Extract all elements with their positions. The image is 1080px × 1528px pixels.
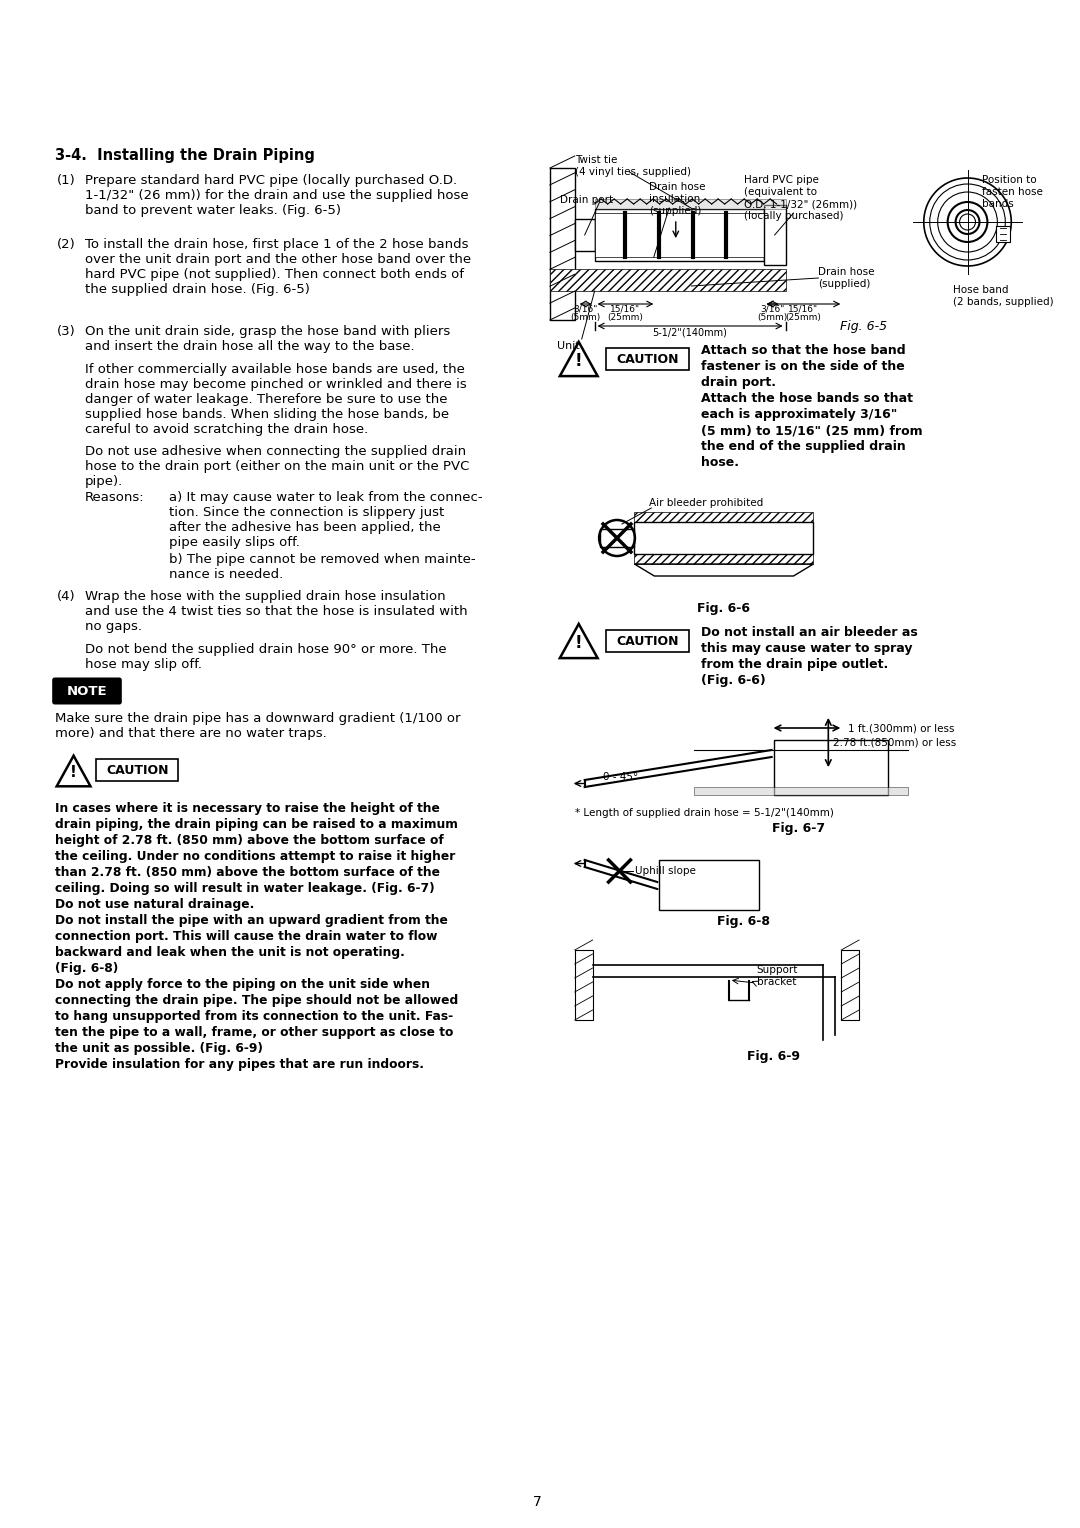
Text: Drain hose: Drain hose — [819, 267, 875, 277]
Text: Position to: Position to — [983, 176, 1037, 185]
Text: Attach so that the hose band
fastener is on the side of the
drain port.
Attach t: Attach so that the hose band fastener is… — [701, 344, 922, 469]
Text: bracket: bracket — [757, 976, 796, 987]
Text: bands: bands — [983, 199, 1014, 209]
Text: Prepare standard hard PVC pipe (locally purchased O.D.
1-1/32" (26 mm)) for the : Prepare standard hard PVC pipe (locally … — [84, 174, 468, 217]
Text: (2 bands, supplied): (2 bands, supplied) — [953, 296, 1053, 307]
Text: 15/16": 15/16" — [610, 304, 640, 313]
Text: 3-4.  Installing the Drain Piping: 3-4. Installing the Drain Piping — [55, 148, 314, 163]
Text: Fig. 6-7: Fig. 6-7 — [772, 822, 825, 834]
Text: O.D. 1-1/32" (26mm)): O.D. 1-1/32" (26mm)) — [744, 199, 856, 209]
Text: !: ! — [575, 351, 582, 370]
Text: Make sure the drain pipe has a downward gradient (1/100 or
more) and that there : Make sure the drain pipe has a downward … — [55, 712, 460, 740]
Text: !: ! — [575, 634, 582, 652]
Text: (equivalent to: (equivalent to — [744, 186, 816, 197]
Text: Do not bend the supplied drain hose 90° or more. The
hose may slip off.: Do not bend the supplied drain hose 90° … — [84, 643, 446, 671]
Bar — [606, 630, 689, 652]
Bar — [550, 168, 575, 319]
Text: Hard PVC pipe: Hard PVC pipe — [744, 176, 819, 185]
Text: 3/16": 3/16" — [573, 304, 598, 313]
Text: (2): (2) — [56, 238, 76, 251]
Text: 7: 7 — [532, 1494, 541, 1510]
Text: (5mm): (5mm) — [757, 313, 787, 322]
Text: (25mm): (25mm) — [608, 313, 644, 322]
Bar — [606, 348, 689, 370]
Text: 5-1/2"(140mm): 5-1/2"(140mm) — [652, 327, 728, 338]
Text: Hose band: Hose band — [953, 286, 1008, 295]
Text: CAUTION: CAUTION — [616, 353, 678, 365]
Bar — [634, 512, 813, 523]
Circle shape — [956, 209, 980, 234]
Text: * Length of supplied drain hose = 5-1/2"(140mm): * Length of supplied drain hose = 5-1/2"… — [575, 808, 834, 817]
Text: Uphill slope: Uphill slope — [635, 866, 697, 876]
Text: On the unit drain side, grasp the hose band with pliers
and insert the drain hos: On the unit drain side, grasp the hose b… — [84, 325, 449, 353]
Text: CAUTION: CAUTION — [616, 634, 678, 648]
Text: (1): (1) — [56, 174, 76, 186]
Text: b) The pipe cannot be removed when mainte-
nance is needed.: b) The pipe cannot be removed when maint… — [170, 553, 475, 581]
Text: 3/16": 3/16" — [760, 304, 785, 313]
Text: NOTE: NOTE — [67, 685, 107, 697]
Text: If other commercially available hose bands are used, the
drain hose may become p: If other commercially available hose ban… — [84, 364, 467, 435]
Text: Air bleeder prohibited: Air bleeder prohibited — [649, 498, 764, 507]
Text: Do not use adhesive when connecting the supplied drain
hose to the drain port (e: Do not use adhesive when connecting the … — [84, 445, 469, 487]
Bar — [599, 529, 634, 547]
Bar — [595, 212, 764, 257]
Text: Drain hose: Drain hose — [649, 182, 706, 193]
Text: Support: Support — [757, 966, 798, 975]
Text: 1 ft.(300mm) or less: 1 ft.(300mm) or less — [848, 723, 955, 733]
Text: fasten hose: fasten hose — [983, 186, 1043, 197]
Bar — [96, 759, 178, 781]
Bar — [575, 219, 595, 251]
Text: (4): (4) — [56, 590, 76, 604]
Text: insulation: insulation — [649, 194, 701, 205]
Text: (25mm): (25mm) — [785, 313, 822, 322]
Circle shape — [959, 214, 975, 231]
Bar — [694, 787, 908, 795]
Bar — [996, 226, 1010, 241]
Text: To install the drain hose, first place 1 of the 2 hose bands
over the unit drain: To install the drain hose, first place 1… — [84, 238, 471, 296]
Text: (supplied): (supplied) — [649, 206, 702, 215]
Bar — [575, 950, 593, 1021]
Text: Drain port: Drain port — [559, 196, 613, 205]
Bar — [764, 205, 785, 264]
Text: Reasons:: Reasons: — [84, 490, 144, 504]
Text: Fig. 6-5: Fig. 6-5 — [839, 319, 887, 333]
Text: (5mm): (5mm) — [570, 313, 600, 322]
Bar — [595, 199, 785, 209]
Text: (4 vinyl ties, supplied): (4 vinyl ties, supplied) — [575, 167, 691, 177]
Text: (supplied): (supplied) — [819, 280, 870, 289]
Text: (locally purchased): (locally purchased) — [744, 211, 843, 222]
Text: Twist tie: Twist tie — [575, 154, 617, 165]
Bar — [634, 523, 813, 555]
Text: !: ! — [70, 766, 77, 781]
Text: a) It may cause water to leak from the connec-
tion. Since the connection is sli: a) It may cause water to leak from the c… — [170, 490, 483, 549]
Text: Fig. 6-8: Fig. 6-8 — [717, 915, 770, 927]
Text: 15/16": 15/16" — [788, 304, 819, 313]
FancyBboxPatch shape — [52, 677, 122, 704]
Text: Do not install an air bleeder as
this may cause water to spray
from the drain pi: Do not install an air bleeder as this ma… — [701, 626, 918, 688]
Bar — [773, 740, 888, 795]
Text: (3): (3) — [56, 325, 76, 338]
Bar — [550, 269, 785, 290]
Text: Fig. 6-6: Fig. 6-6 — [698, 602, 751, 614]
Bar — [659, 860, 759, 911]
Text: 0 - 45°: 0 - 45° — [603, 772, 638, 782]
Text: Wrap the hose with the supplied drain hose insulation
and use the 4 twist ties s: Wrap the hose with the supplied drain ho… — [84, 590, 468, 633]
Bar — [634, 555, 813, 564]
Bar — [595, 209, 764, 261]
Text: CAUTION: CAUTION — [106, 764, 168, 776]
Text: Unit: Unit — [557, 341, 580, 351]
Bar — [841, 950, 860, 1021]
Text: Fig. 6-9: Fig. 6-9 — [747, 1050, 800, 1063]
Text: 2.78 ft.(850mm) or less: 2.78 ft.(850mm) or less — [834, 738, 957, 747]
Text: In cases where it is necessary to raise the height of the
drain piping, the drai: In cases where it is necessary to raise … — [55, 802, 458, 1071]
